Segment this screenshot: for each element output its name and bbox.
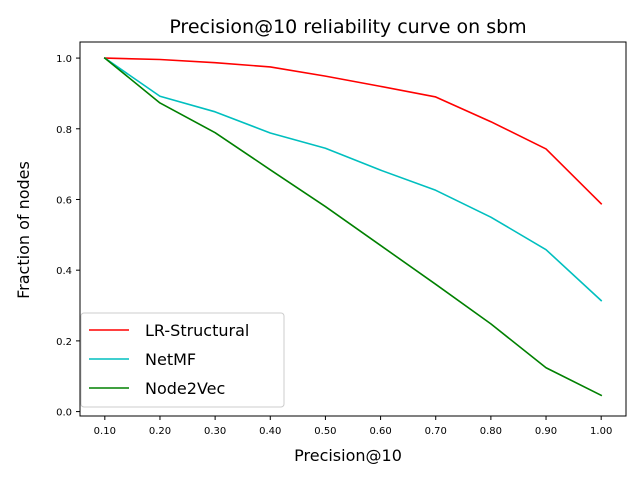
legend-box [80, 312, 285, 408]
x-tick-label: 0.50 [314, 426, 336, 437]
x-tick-label: 0.30 [204, 426, 226, 437]
x-tick-label: 1.00 [590, 426, 612, 437]
y-axis: 0.0 0.2 0.4 0.6 0.8 1.0 [56, 54, 80, 419]
y-tick-label: 0.2 [56, 337, 72, 348]
plot-area: 0.10 0.20 0.30 0.40 0.50 0.60 0.70 0.80 0.90 1.00… [56, 41, 627, 437]
x-tick-label: 0.70 [425, 426, 447, 437]
y-tick-label: 0.6 [56, 195, 72, 206]
x-axis: 0.10 0.20 0.30 0.40 0.50 0.60 0.70 0.80 0.90 1.00 [94, 416, 612, 437]
y-tick-label: 1.0 [56, 54, 72, 65]
x-tick-label: 0.20 [149, 426, 171, 437]
legend-label-lr-structural: LR-Structural [145, 321, 249, 340]
legend-label-netmf: NetMF [145, 350, 196, 369]
y-tick-label: 0.4 [56, 266, 72, 277]
x-tick-label: 0.90 [535, 426, 557, 437]
y-tick-label: 0.0 [56, 408, 72, 419]
axes-frame [79, 41, 627, 417]
x-tick-label: 0.40 [259, 426, 281, 437]
y-axis-label: Fraction of nodes [14, 161, 33, 299]
legend-label-node2vec: Node2Vec [145, 379, 225, 398]
x-axis-label: Precision@10 [294, 446, 402, 465]
series-line-node2vec [103, 56, 603, 397]
series-line-lr-structural [103, 57, 603, 205]
x-tick-label: 0.60 [369, 426, 391, 437]
x-tick-label: 0.10 [94, 426, 116, 437]
series-line-netmf [103, 56, 603, 302]
y-tick-label: 0.8 [56, 125, 72, 136]
series-lines [103, 56, 603, 397]
x-tick-label: 0.80 [480, 426, 502, 437]
legend: LR-Structural NetMF Node2Vec [80, 312, 285, 408]
chart-title: Precision@10 reliability curve on sbm [169, 16, 526, 38]
